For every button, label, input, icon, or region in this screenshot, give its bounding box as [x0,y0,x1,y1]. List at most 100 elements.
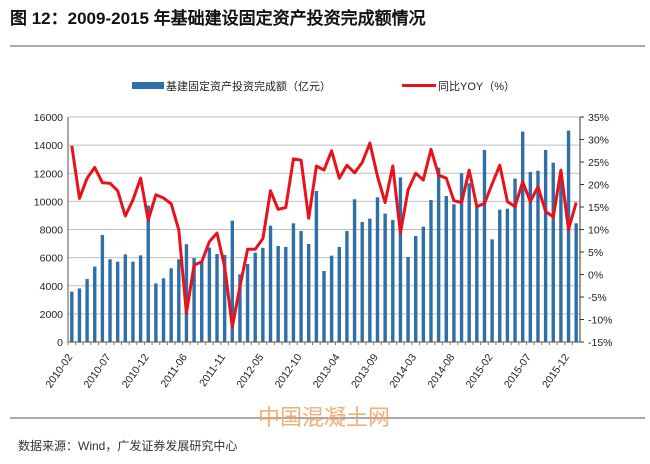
bar [445,196,448,342]
bar [116,262,119,342]
bar [261,248,264,342]
bar [574,223,577,342]
x-axis-tick-label: 2014-08 [425,352,457,391]
bar [254,253,257,342]
bar [169,268,172,342]
bar [353,199,356,342]
bar [147,206,150,342]
bar [299,231,302,342]
x-axis-tick-label: 2011-11 [197,352,228,389]
bar [399,177,402,342]
x-axis-tick-label: 2013-04 [311,352,343,391]
right-axis-tick-label: -5% [588,292,607,304]
x-axis-tick-label: 2010-12 [120,352,152,391]
legend-line-swatch [402,84,436,87]
bar [322,271,325,342]
left-axis-tick-label: 14000 [34,140,63,152]
left-axis-tick-label: 4000 [40,281,64,293]
bar [452,204,455,342]
bar [559,177,562,342]
bar [78,288,81,342]
x-axis-tick-label: 2015-12 [540,352,572,391]
x-axis-tick-label: 2015-07 [502,352,534,391]
bar [177,259,180,342]
legend: 基建固定资产投资完成额（亿元） 同比YOY（%） [132,79,515,93]
bar [246,264,249,342]
bar [93,267,96,342]
bar [391,220,394,342]
left-axis-tick-label: 0 [57,337,63,349]
bar [475,207,478,342]
bar [108,259,111,342]
bar [552,163,555,342]
right-axis-tick-label: -10% [588,315,613,327]
bar [85,279,88,342]
left-axis-tick-label: 16000 [34,112,63,124]
right-axis-tick-label: -15% [588,337,613,349]
right-axis-tick-label: 5% [588,247,603,259]
bar [467,183,470,342]
bar [284,247,287,342]
x-axis-tick-label: 2011-06 [158,352,190,390]
source-note: 数据来源：Wind，广发证券发展研究中心 [18,438,237,453]
bar [315,191,318,342]
bar [162,278,165,342]
bar [345,231,348,342]
bar [276,246,279,342]
bar [330,256,333,342]
left-axis-tick-label: 2000 [40,309,64,321]
left-axis-tick-label: 12000 [34,168,63,180]
bar [338,247,341,342]
bar [498,210,501,342]
left-axis-labels: 0 2000 4000 6000 8000 10000 12000 14000 16000 [34,112,63,349]
bar [215,254,218,342]
x-axis-tick-label: 2010-07 [82,352,114,391]
left-axis-tick-label: 6000 [40,253,64,265]
bar-series [70,131,578,342]
bar [422,227,425,342]
bar [383,214,386,342]
x-axis-tick-label: 2015-02 [464,352,496,391]
bar [567,131,570,342]
right-axis-tick-label: 0% [588,270,603,282]
right-axis-tick-label: 20% [588,180,609,192]
legend-line-label: 同比YOY（%） [438,80,515,93]
bar [200,262,203,342]
bar [70,292,73,342]
right-axis-tick-label: 30% [588,135,609,147]
chart-title: 图 12：2009-2015 年基础建设固定资产投资完成额情况 [10,8,426,28]
bar [307,244,310,342]
right-axis-tick-label: 25% [588,157,609,169]
bar [269,226,272,342]
bar [429,200,432,342]
bar [506,209,509,342]
right-axis-tick-label: 35% [588,112,609,124]
bar [376,197,379,342]
left-axis-tick-label: 8000 [40,225,64,237]
x-axis-tick-label: 2012-05 [234,352,266,391]
bar [361,222,364,342]
left-axis-tick-label: 10000 [34,196,63,208]
bar [101,235,104,342]
bar [292,223,295,342]
x-axis-tick-label: 2013-09 [349,352,381,391]
bar [483,150,486,342]
right-axis-labels: -15% -10% -5% 0% 5% 10% 15% 20% 25% 30% 35% [588,112,613,349]
right-axis-tick-label: 15% [588,202,609,214]
bar [414,236,417,342]
bar [544,150,547,342]
bar [536,171,539,342]
bar [139,255,142,342]
bar [437,168,440,342]
bar [154,283,157,342]
x-axis-tick-label: 2010-02 [43,352,75,391]
legend-bar-swatch [132,82,164,89]
legend-bar-label: 基建固定资产投资完成额（亿元） [166,79,331,93]
x-axis-tick-label: 2014-03 [387,352,419,391]
bar [406,257,409,342]
right-axis-tick-label: 10% [588,225,609,237]
x-axis-tick-label: 2012-10 [273,352,305,391]
watermark: 中国混凝土网 [258,405,390,430]
